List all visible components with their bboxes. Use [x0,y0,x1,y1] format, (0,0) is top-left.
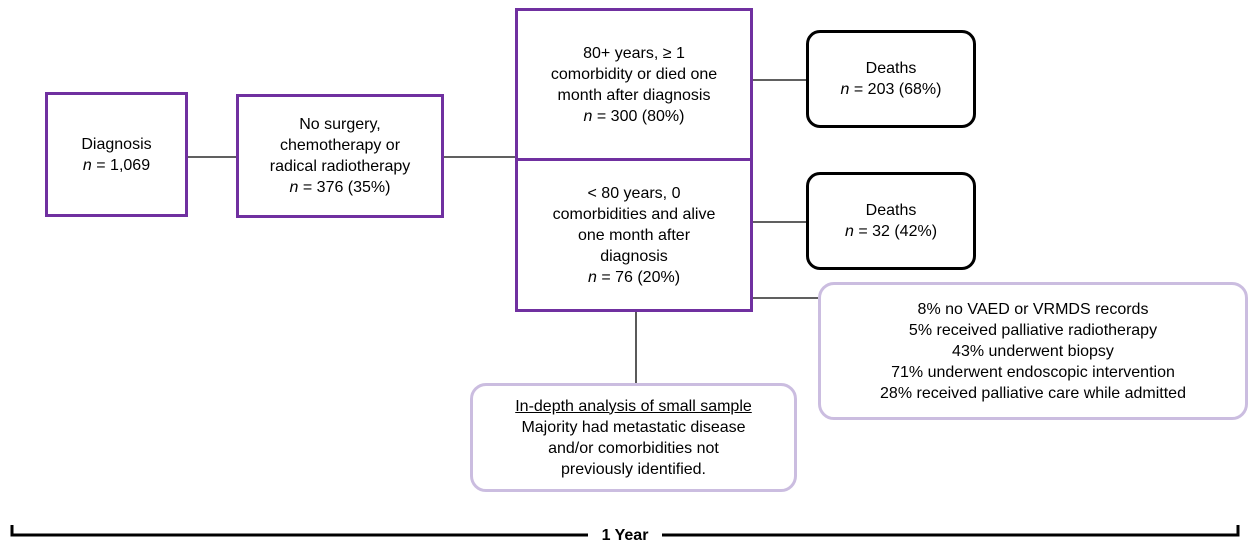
count-text: = 1,069 [96,156,151,174]
count-row: n = 300 (80%) [584,106,685,127]
note-text: 28% received palliative care while admit… [880,384,1186,402]
node: Diagnosis n = 1,069 [45,92,188,217]
count-text: = 76 (20%) [601,268,681,286]
node-text: month after diagnosis [557,86,711,104]
count-symbol: n [82,156,92,174]
node: < 80 years, 0 comorbidities and alive one … [515,158,753,312]
timeline-bracket [662,525,1240,537]
count-symbol: n [840,81,850,98]
note: In-depth analysis of small sample Majorit… [470,383,797,492]
note-text: Majority had metastatic disease [521,418,746,436]
note-text: and/or comorbidities not [548,439,719,457]
count-row: n = 32 (42%) [845,221,937,242]
count-row: n = 76 (20%) [588,267,680,288]
node-text: Diagnosis [81,135,152,153]
node-text: < 80 years, 0 [587,184,681,202]
node-text: comorbidity or died one [550,65,718,83]
count-symbol: n [844,223,854,240]
node-text: Deaths [865,60,917,77]
node-text: Deaths [865,202,917,219]
timeline-bracket [10,525,588,537]
note: 8% no VAED or VRMDS records 5% received p… [818,282,1248,420]
count-text: = 300 (80%) [596,107,685,125]
note-text: previously identified. [561,460,706,478]
count-text: = 203 (68%) [853,81,942,98]
note-text: 43% underwent biopsy [952,342,1114,360]
node-text: No surgery, [299,116,381,133]
node-text: chemotherapy or [279,137,401,154]
node-text: radical radiotherapy [269,158,411,175]
count-symbol: n [587,268,597,286]
count-row: n = 376 (35%) [290,177,391,198]
note-text: 71% underwent endoscopic intervention [891,363,1175,381]
node: Deaths n = 32 (42%) [806,172,976,270]
node: No surgery, chemotherapy or radical radiot… [236,94,444,218]
note-text: 8% no VAED or VRMDS records [917,300,1149,318]
count-text: = 32 (42%) [858,223,938,240]
count-text: = 376 (35%) [302,179,391,196]
note-heading: In-depth analysis of small sample [515,397,752,415]
count-row: n = 1,069 [83,155,150,176]
node-text: one month after [577,226,691,244]
count-symbol: n [289,179,299,196]
node: Deaths n = 203 (68%) [806,30,976,128]
node-text: diagnosis [600,247,668,265]
timeline-label: 1 Year [602,527,649,544]
node-text: 80+ years, ≥ 1 [583,44,685,62]
note-text: 5% received palliative radiotherapy [908,321,1158,339]
node-text: comorbidities and alive [552,205,716,223]
node: 80+ years, ≥ 1 comorbidity or died one mon… [515,8,753,161]
count-row: n = 203 (68%) [841,79,942,100]
count-symbol: n [583,107,593,125]
